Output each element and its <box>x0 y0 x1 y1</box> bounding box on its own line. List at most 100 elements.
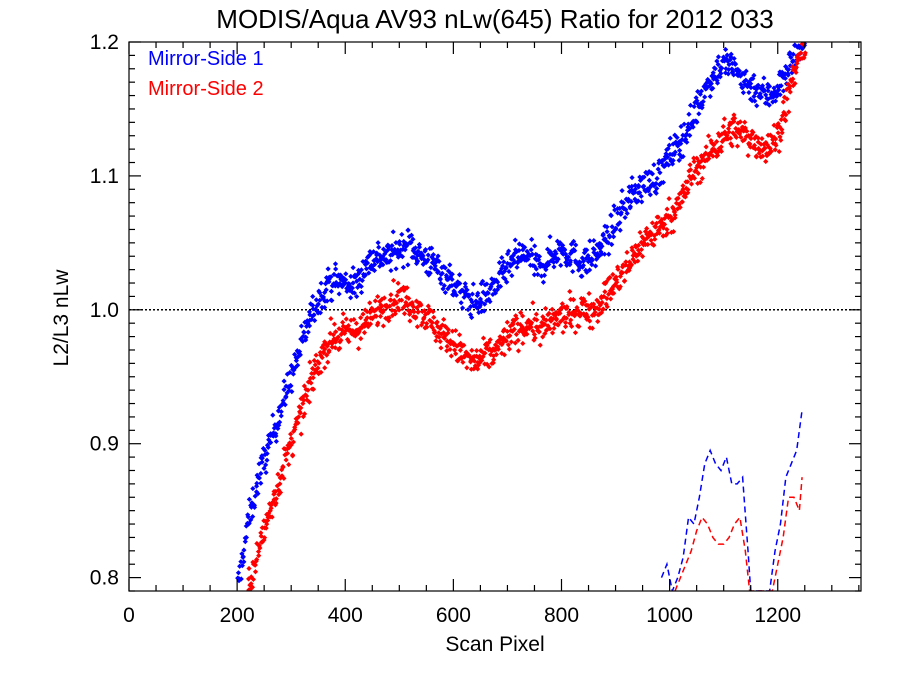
data-point <box>523 327 529 333</box>
data-point <box>401 287 407 294</box>
data-point <box>264 457 270 463</box>
data-point <box>325 266 331 272</box>
data-point <box>348 295 354 301</box>
data-point <box>612 207 618 213</box>
data-point <box>733 125 739 132</box>
data-point <box>589 325 596 331</box>
data-point <box>755 145 762 152</box>
data-point <box>794 54 800 60</box>
data-point <box>801 34 806 39</box>
data-point <box>601 293 607 300</box>
data-point <box>510 320 516 326</box>
data-point <box>737 119 743 125</box>
data-point <box>375 320 381 326</box>
data-point <box>594 305 600 311</box>
data-point <box>367 300 373 306</box>
data-point <box>617 220 623 226</box>
data-point <box>447 346 453 353</box>
data-point <box>512 340 518 346</box>
data-point <box>686 111 692 117</box>
data-point <box>734 143 741 149</box>
data-point <box>723 66 729 72</box>
data-point <box>256 475 262 481</box>
data-point <box>303 323 310 329</box>
data-point <box>384 316 391 322</box>
data-point <box>297 352 303 358</box>
data-point <box>245 514 251 520</box>
data-point <box>447 270 454 276</box>
data-point <box>306 323 313 329</box>
data-point <box>599 243 605 249</box>
data-point <box>596 306 602 312</box>
data-point <box>494 286 501 293</box>
data-point <box>685 190 691 196</box>
data-point <box>787 63 793 69</box>
data-point <box>610 271 616 278</box>
data-point <box>695 88 701 95</box>
data-point <box>544 263 550 269</box>
data-point <box>766 83 773 89</box>
data-point <box>714 80 721 86</box>
data-point <box>490 360 496 366</box>
data-point <box>605 291 612 297</box>
data-point <box>390 250 396 256</box>
data-point <box>443 272 449 279</box>
data-point <box>746 89 752 96</box>
data-point <box>453 292 459 298</box>
data-point <box>699 175 705 182</box>
data-point <box>541 272 548 278</box>
data-point <box>408 239 414 245</box>
data-point <box>620 263 627 269</box>
data-point <box>589 262 595 268</box>
data-point <box>773 142 779 148</box>
data-point <box>519 324 526 330</box>
data-point <box>679 137 685 143</box>
data-point <box>248 517 254 523</box>
data-point <box>715 54 722 60</box>
data-point <box>575 267 582 273</box>
data-point <box>478 308 485 315</box>
data-point <box>324 298 330 304</box>
data-point <box>399 297 405 303</box>
data-point <box>654 185 660 192</box>
data-point <box>783 112 789 118</box>
data-point <box>273 433 279 439</box>
data-point <box>792 80 798 87</box>
data-point <box>577 263 584 270</box>
data-point <box>273 500 279 506</box>
data-point <box>662 153 668 160</box>
data-point <box>321 350 327 356</box>
data-point <box>255 491 261 497</box>
data-point <box>464 365 470 371</box>
data-point <box>259 455 265 461</box>
data-point <box>484 343 490 349</box>
data-point <box>481 308 487 314</box>
data-point <box>751 142 758 148</box>
data-point <box>620 200 626 206</box>
data-point <box>587 325 593 331</box>
data-point <box>528 319 535 326</box>
data-point <box>290 428 297 435</box>
data-point <box>783 118 789 124</box>
data-point <box>528 247 534 253</box>
data-point <box>509 261 516 267</box>
data-point <box>258 480 264 486</box>
y-axis-title: L2/L3 nLw <box>50 269 73 367</box>
data-point <box>615 266 621 272</box>
data-point <box>742 119 748 125</box>
data-point <box>289 389 295 395</box>
data-point <box>465 306 471 313</box>
data-point <box>633 244 639 250</box>
y-tick-label: 1.1 <box>90 165 119 188</box>
data-point <box>619 270 626 276</box>
data-point <box>372 298 378 304</box>
data-point <box>264 451 270 457</box>
data-point <box>706 83 713 89</box>
data-point <box>243 534 250 541</box>
data-point <box>703 80 709 87</box>
data-point <box>729 60 736 67</box>
data-point <box>763 139 769 146</box>
data-point <box>374 259 381 265</box>
data-point <box>671 208 677 214</box>
data-point <box>637 190 643 196</box>
